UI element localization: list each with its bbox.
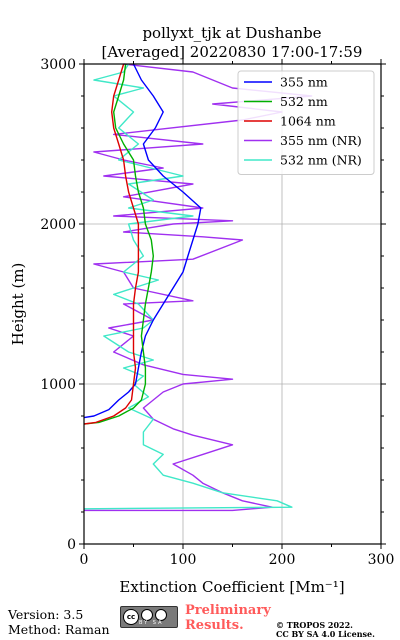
y-axis-label: Height (m) [9,263,27,346]
legend-box [237,70,375,175]
method-text: Method: Raman [8,622,110,637]
x-tick-label: 100 [170,552,197,568]
preliminary-line2: Results. [185,618,244,633]
chart-title-line1: pollyxt_tjk at Dushanbe [142,24,321,42]
legend-entry: 355 nm [280,75,328,90]
series-line-0 [83,63,202,419]
x-tick-label: 200 [269,552,296,568]
y-tick-label: 0 [67,537,76,553]
series-line-4 [83,63,293,510]
x-tick-label: 0 [80,552,89,568]
x-axis-label: Extinction Coefficient [Mm⁻¹] [119,578,344,596]
series-lines [83,63,313,512]
preliminary-line1: Preliminary [185,603,271,618]
legend-entry: 532 nm [280,94,328,109]
x-tick-label: 300 [368,552,395,568]
legend: 355 nm 532 nm 1064 nm 355 nm (NR) 532 nm (NR… [237,70,375,175]
legend-entry: 532 nm (NR) [280,153,362,168]
legend-entry: 1064 nm [280,114,336,129]
legend-entry: 355 nm (NR) [280,133,362,148]
copyright-line1: © TROPOS 2022. [276,620,353,630]
copyright-line2: CC BY SA 4.0 License. [276,629,375,639]
chart-title-line2: [Averaged] 20220830 17:00-17:59 [102,43,363,61]
y-tick-label: 1000 [40,377,76,393]
version-text: Version: 3.5 [8,607,84,622]
y-tick-label: 2000 [40,217,76,233]
series-line-2 [83,63,140,425]
series-line-1 [83,63,155,425]
y-tick-label: 3000 [40,57,76,73]
cc-by-sa-badge-icon: cc BY SA [120,606,178,628]
